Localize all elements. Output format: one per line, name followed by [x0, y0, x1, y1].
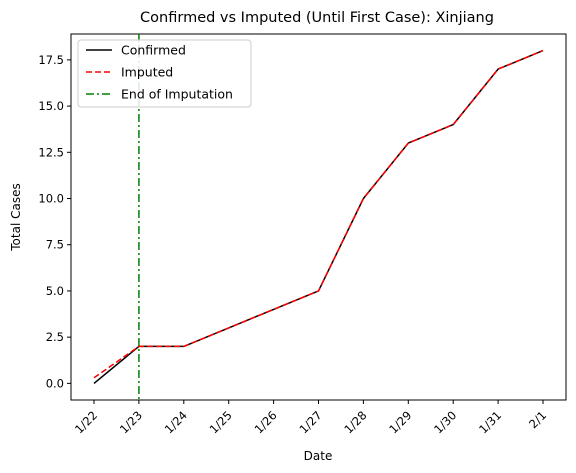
x-tick-label: 1/30 — [431, 408, 459, 436]
x-tick-label: 1/24 — [162, 408, 190, 436]
x-tick-label: 1/25 — [207, 408, 235, 436]
y-tick-label: 7.5 — [46, 238, 64, 252]
legend-box — [77, 39, 252, 108]
y-tick-label: 5.0 — [46, 284, 64, 298]
y-tick-label: 10.0 — [38, 192, 64, 206]
y-axis: 0.0 2.5 5.0 7.5 10.0 12.5 15.0 17.5 — [38, 53, 71, 390]
x-tick-label: 1/22 — [72, 408, 100, 436]
legend: Confirmed Imputed End of Imputation — [77, 39, 252, 108]
legend-label: Confirmed — [121, 43, 186, 58]
x-axis-label: Date — [304, 449, 333, 463]
series-lines — [93, 49, 544, 384]
x-tick-label: 2/1 — [526, 408, 549, 431]
series-line-imputed — [93, 49, 544, 379]
x-tick-label: 1/28 — [341, 408, 369, 436]
x-tick-label: 1/27 — [296, 408, 324, 436]
x-tick-label: 1/26 — [252, 408, 280, 436]
y-tick-label: 12.5 — [38, 145, 64, 159]
x-tick-label: 1/23 — [117, 408, 145, 436]
y-tick-label: 0.0 — [46, 376, 64, 390]
legend-label: Imputed — [121, 65, 173, 80]
y-tick-label: 2.5 — [46, 330, 64, 344]
x-tick-label: 1/29 — [386, 408, 414, 436]
x-axis: 1/22 1/23 1/24 1/25 1/26 1/27 1/28 1/29 1/30 1/31… — [72, 400, 549, 436]
x-tick-label: 1/31 — [476, 408, 504, 436]
y-axis-label: Total Cases — [9, 183, 23, 251]
chart-title: Confirmed vs Imputed (Until First Case):… — [140, 10, 494, 26]
legend-label: End of Imputation — [121, 87, 233, 102]
y-tick-label: 17.5 — [38, 53, 64, 67]
y-tick-label: 15.0 — [38, 99, 64, 113]
